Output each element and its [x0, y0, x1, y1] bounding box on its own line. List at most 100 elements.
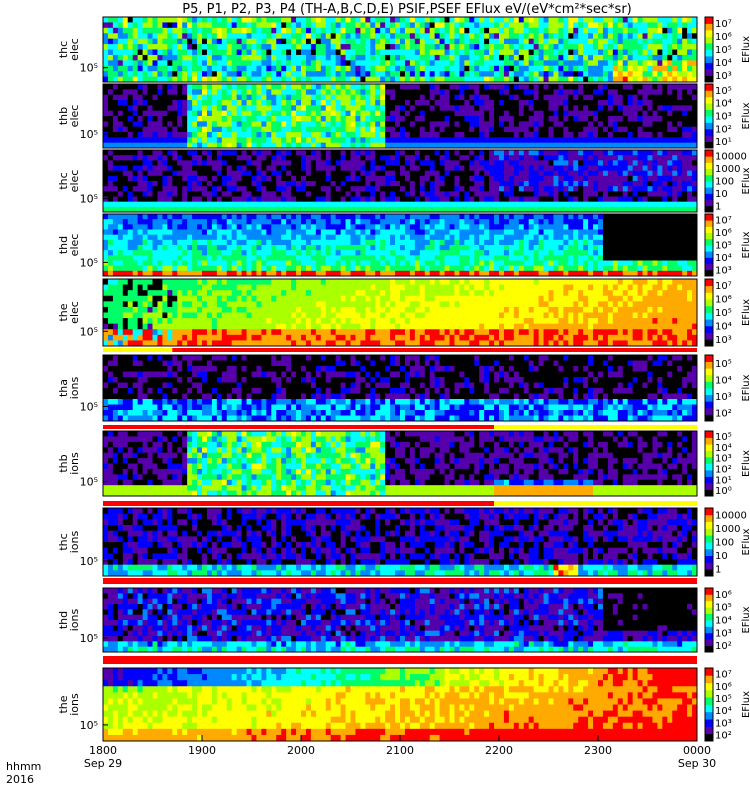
- spectrogram-cell: [390, 38, 396, 45]
- spectrogram-cell: [578, 76, 584, 83]
- spectrogram-cell: [152, 175, 158, 182]
- colorbar-swatch: [705, 150, 713, 153]
- spectrogram-cell: [568, 175, 574, 182]
- spectrogram-cell: [142, 160, 148, 166]
- spectrogram-cell: [484, 137, 490, 144]
- spectrogram-cell: [568, 181, 574, 187]
- spectrogram-cell: [414, 191, 421, 197]
- spectrogram-cell: [107, 250, 114, 256]
- spectrogram-cell: [637, 170, 643, 177]
- spectrogram-cell: [662, 100, 668, 106]
- spectrogram-cell: [197, 49, 203, 56]
- spectrogram-cell: [607, 84, 614, 90]
- spectrogram-cell: [523, 54, 530, 61]
- spectrogram-cell: [598, 160, 604, 166]
- spectrogram-cell: [202, 60, 208, 67]
- spectrogram-cell: [320, 65, 327, 72]
- spectrogram-cell: [444, 142, 450, 149]
- spectrogram-cell: [533, 100, 539, 106]
- spectrogram-cell: [573, 206, 579, 213]
- spectrogram-cell: [325, 71, 332, 77]
- spectrogram-cell: [642, 170, 648, 177]
- spectrogram-cell: [400, 206, 406, 213]
- spectrogram-cell: [538, 196, 544, 203]
- spectrogram-cell: [122, 165, 129, 172]
- spectrogram-cell: [672, 201, 678, 208]
- spectrogram-cell: [612, 33, 619, 40]
- spectrogram-cell: [642, 84, 648, 90]
- spectrogram-cell: [127, 224, 134, 230]
- spectrogram-cell: [202, 255, 208, 261]
- spectrogram-cell: [370, 155, 376, 161]
- spectrogram-cell: [657, 191, 663, 197]
- spectrogram-cell: [617, 71, 624, 77]
- spectrogram-cell: [147, 191, 153, 197]
- spectrogram-cell: [226, 121, 233, 128]
- spectrogram-cell: [256, 84, 262, 90]
- spectrogram-cell: [642, 175, 648, 182]
- spectrogram-cell: [390, 17, 396, 23]
- spectrogram-cell: [494, 155, 500, 161]
- spectrogram-cell: [508, 191, 515, 197]
- spectrogram-cell: [593, 121, 599, 128]
- spectrogram-cell: [400, 71, 406, 77]
- spectrogram-cell: [479, 54, 485, 61]
- spectrogram-cell: [216, 255, 223, 261]
- spectrogram-cell: [271, 110, 277, 117]
- spectrogram-cell: [320, 206, 327, 213]
- spectrogram-cell: [499, 54, 505, 61]
- spectrogram-cell: [677, 94, 683, 101]
- spectrogram-cell: [380, 116, 386, 122]
- spectrogram-cell: [236, 110, 242, 117]
- spectrogram-cell: [429, 137, 436, 144]
- panel-species-label: elec: [68, 38, 81, 61]
- spectrogram-cell: [251, 234, 257, 241]
- spectrogram-cell: [112, 255, 119, 261]
- colorbar-swatch: [705, 53, 713, 57]
- spectrogram-cell: [236, 239, 242, 246]
- spectrogram-cell: [103, 175, 109, 182]
- spectrogram-cell: [642, 22, 648, 29]
- spectrogram-cell: [340, 44, 346, 50]
- spectrogram-cell: [305, 76, 312, 83]
- spectrogram-cell: [598, 170, 604, 177]
- spectrogram-cell: [231, 105, 238, 112]
- spectrogram-cell: [301, 165, 307, 172]
- spectrogram-cell: [350, 196, 356, 203]
- spectrogram-cell: [167, 132, 173, 138]
- spectrogram-cell: [152, 105, 158, 112]
- spectrogram-cell: [197, 137, 203, 144]
- spectrogram-cell: [226, 201, 233, 208]
- spectrogram-cell: [365, 27, 371, 34]
- spectrogram-cell: [162, 255, 168, 261]
- spectrogram-cell: [602, 27, 609, 34]
- spectrogram-cell: [400, 27, 406, 34]
- spectrogram-cell: [192, 255, 198, 261]
- spectrogram-cell: [103, 142, 109, 149]
- spectrogram-cell: [142, 265, 148, 272]
- spectrogram-cell: [593, 60, 599, 67]
- spectrogram-cell: [167, 214, 173, 220]
- spectrogram-cell: [672, 132, 678, 138]
- spectrogram-cell: [236, 260, 242, 267]
- spectrogram-cell: [241, 165, 247, 172]
- spectrogram-cell: [563, 126, 569, 133]
- spectrogram-cell: [469, 160, 475, 166]
- spectrogram-cell: [479, 206, 485, 213]
- spectrogram-cell: [682, 105, 688, 112]
- spectrogram-cell: [518, 142, 525, 149]
- spectrogram-cell: [370, 196, 376, 203]
- spectrogram-cell: [533, 206, 539, 213]
- spectrogram-cell: [281, 116, 287, 122]
- spectrogram-cell: [320, 142, 327, 149]
- spectrogram-cell: [499, 186, 505, 192]
- spectrogram-cell: [657, 116, 663, 122]
- spectrogram-cell: [330, 17, 337, 23]
- spectrogram-cell: [598, 150, 604, 156]
- spectrogram-cell: [197, 260, 203, 267]
- spectrogram-cell: [523, 175, 530, 182]
- spectrogram-cell: [370, 110, 376, 117]
- spectrogram-cell: [241, 206, 247, 213]
- spectrogram-cell: [147, 181, 153, 187]
- spectrogram-cell: [167, 191, 173, 197]
